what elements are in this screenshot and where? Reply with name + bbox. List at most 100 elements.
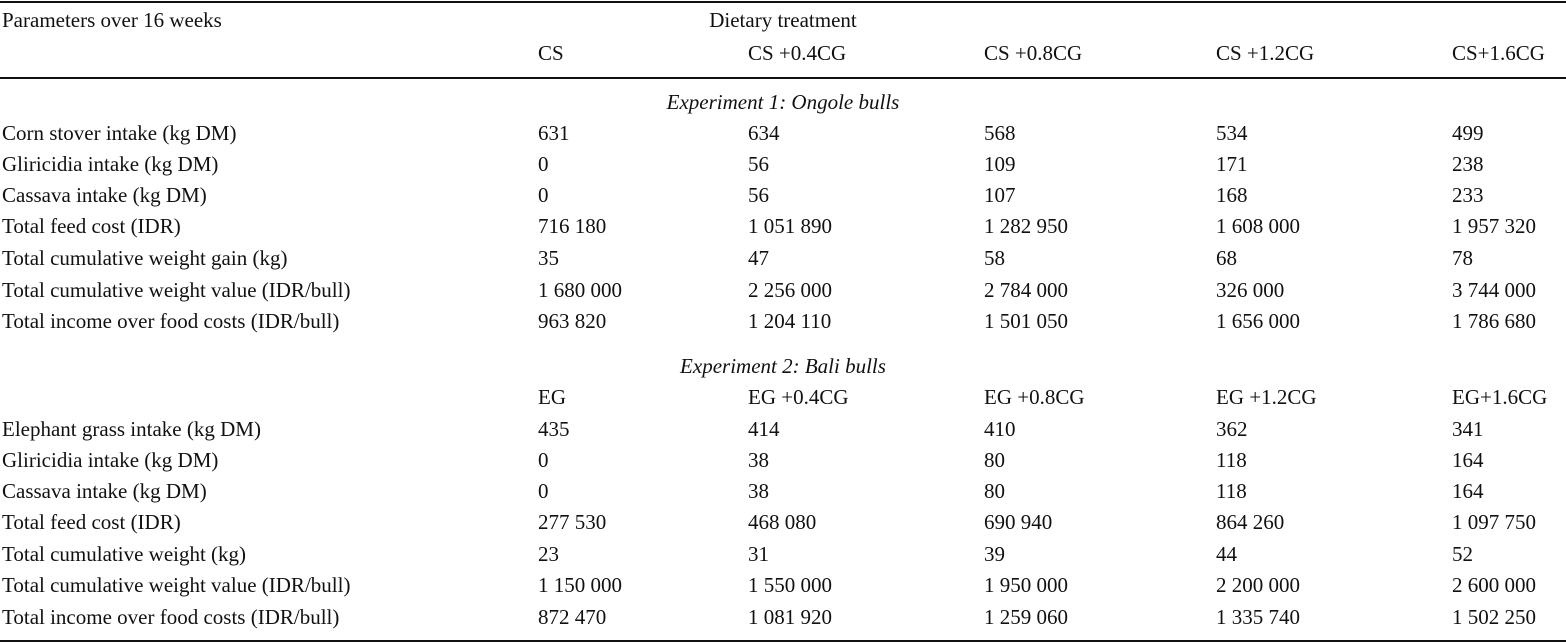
table-cell: 568	[984, 121, 1016, 145]
row-label: Total feed cost (IDR)	[2, 214, 181, 238]
table-cell: 963 820	[538, 309, 607, 333]
row-label: Total income over food costs (IDR/bull)	[2, 605, 340, 629]
table-cell: 634	[748, 121, 780, 145]
table-cell: 1 204 110	[748, 309, 832, 333]
table-cell: 39	[984, 542, 1005, 566]
table-cell: 52	[1452, 542, 1473, 566]
table-cell: 171	[1216, 152, 1248, 176]
table-cell: 2 784 000	[984, 278, 1068, 302]
dietary-treatment-header: Dietary treatment	[709, 8, 857, 32]
table-cell: 1 502 250	[1452, 605, 1536, 629]
table-cell: 164	[1452, 448, 1484, 472]
table-cell: 468 080	[748, 510, 817, 534]
table-cell: 690 940	[984, 510, 1053, 534]
table-cell: 1 282 950	[984, 214, 1068, 238]
column-header: CS	[538, 41, 564, 65]
table-cell: 631	[538, 121, 570, 145]
header-rule	[0, 77, 1566, 79]
row-label: Total feed cost (IDR)	[2, 510, 181, 534]
table-cell: 362	[1216, 417, 1248, 441]
table-cell: 0	[538, 183, 549, 207]
table-cell: 80	[984, 479, 1005, 503]
row-label: Corn stover intake (kg DM)	[2, 121, 237, 145]
table-cell: 1 259 060	[984, 605, 1068, 629]
table-cell: 109	[984, 152, 1016, 176]
table-cell: 0	[538, 448, 549, 472]
top-rule	[0, 1, 1566, 3]
row-label: Total cumulative weight (kg)	[2, 542, 247, 566]
table-cell: 164	[1452, 479, 1484, 503]
table-cell: 2 600 000	[1452, 573, 1536, 597]
table-cell: 1 081 920	[748, 605, 832, 629]
table-cell: 2 200 000	[1216, 573, 1300, 597]
table-cell: 410	[984, 417, 1016, 441]
row-label: Gliricidia intake (kg DM)	[2, 152, 219, 176]
table-cell: 44	[1216, 542, 1237, 566]
column-header: EG+1.6CG	[1452, 385, 1548, 409]
table-cell: 31	[748, 542, 769, 566]
table-cell: 118	[1216, 479, 1247, 503]
column-header: EG +0.4CG	[748, 385, 849, 409]
experiment-1-title: Experiment 1: Ongole bulls	[666, 90, 900, 114]
row-label: Total income over food costs (IDR/bull)	[2, 309, 340, 333]
table-cell: 23	[538, 542, 559, 566]
column-header: CS +0.4CG	[748, 41, 847, 65]
table-cell: 68	[1216, 246, 1237, 270]
table-cell: 58	[984, 246, 1005, 270]
column-header: EG +0.8CG	[984, 385, 1085, 409]
column-header: EG	[538, 385, 566, 409]
column-header: EG +1.2CG	[1216, 385, 1317, 409]
table-cell: 499	[1452, 121, 1484, 145]
table-cell: 2 256 000	[748, 278, 832, 302]
table-cell: 1 680 000	[538, 278, 622, 302]
table-cell: 1 501 050	[984, 309, 1068, 333]
row-label: Elephant grass intake (kg DM)	[2, 417, 261, 441]
table-cell: 1 950 000	[984, 573, 1068, 597]
row-label: Total cumulative weight value (IDR/bull)	[2, 278, 351, 302]
table-cell: 326 000	[1216, 278, 1285, 302]
bottom-rule	[0, 640, 1566, 642]
row-label: Gliricidia intake (kg DM)	[2, 448, 219, 472]
column-header: CS +1.2CG	[1216, 41, 1315, 65]
parameters-header: Parameters over 16 weeks	[2, 8, 222, 32]
table-cell: 277 530	[538, 510, 607, 534]
table-cell: 1 608 000	[1216, 214, 1300, 238]
table-cell: 38	[748, 479, 769, 503]
table-cell: 1 097 750	[1452, 510, 1536, 534]
table-cell: 0	[538, 479, 549, 503]
table-cell: 80	[984, 448, 1005, 472]
experiment-2-title: Experiment 2: Bali bulls	[680, 354, 886, 378]
table-cell: 56	[748, 152, 769, 176]
table-cell: 56	[748, 183, 769, 207]
table-cell: 1 786 680	[1452, 309, 1536, 333]
column-header: CS +0.8CG	[984, 41, 1083, 65]
table-cell: 341	[1452, 417, 1484, 441]
table-cell: 1 051 890	[748, 214, 832, 238]
table-cell: 716 180	[538, 214, 607, 238]
table-cell: 1 150 000	[538, 573, 622, 597]
table-cell: 1 550 000	[748, 573, 832, 597]
column-header: CS+1.6CG	[1452, 41, 1545, 65]
table-cell: 78	[1452, 246, 1473, 270]
table-cell: 118	[1216, 448, 1247, 472]
row-label: Cassava intake (kg DM)	[2, 479, 207, 503]
table-cell: 0	[538, 152, 549, 176]
table-cell: 414	[748, 417, 780, 441]
table-cell: 872 470	[538, 605, 607, 629]
row-label: Cassava intake (kg DM)	[2, 183, 207, 207]
row-label: Total cumulative weight value (IDR/bull)	[2, 573, 351, 597]
row-label: Total cumulative weight gain (kg)	[2, 246, 288, 270]
table-cell: 107	[984, 183, 1016, 207]
table-cell: 1 335 740	[1216, 605, 1300, 629]
table-cell: 534	[1216, 121, 1248, 145]
table-cell: 47	[748, 246, 769, 270]
table-cell: 233	[1452, 183, 1484, 207]
table-cell: 3 744 000	[1452, 278, 1536, 302]
table-cell: 864 260	[1216, 510, 1285, 534]
table-cell: 435	[538, 417, 570, 441]
table-cell: 1 656 000	[1216, 309, 1300, 333]
table-cell: 1 957 320	[1452, 214, 1536, 238]
table-cell: 168	[1216, 183, 1248, 207]
table-cell: 238	[1452, 152, 1484, 176]
table-cell: 38	[748, 448, 769, 472]
